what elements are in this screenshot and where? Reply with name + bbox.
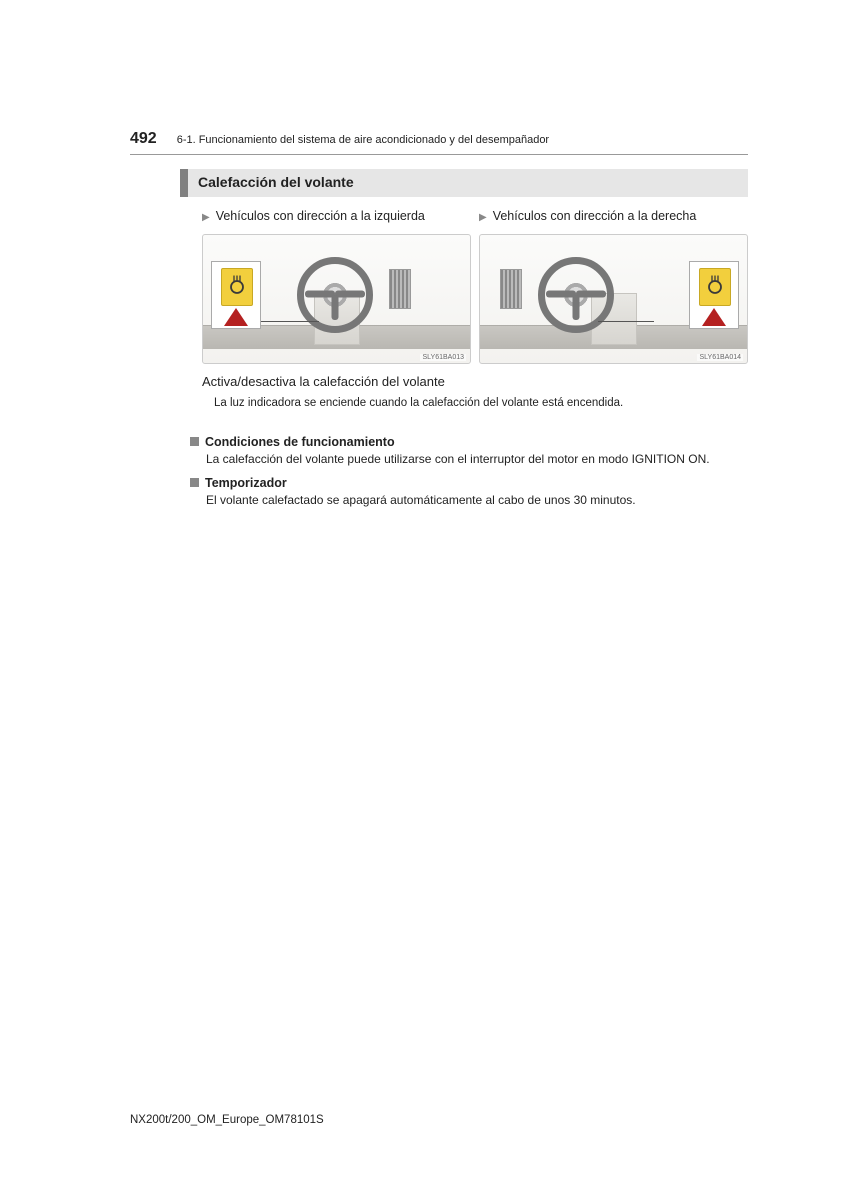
button-callout-left [211, 261, 261, 329]
pointer-arrow-icon [224, 308, 248, 326]
page-header: 492 6-1. Funcionamiento del sistema de a… [130, 130, 748, 148]
column-right-label: ▶ Vehículos con dirección a la derecha [479, 207, 748, 226]
header-divider [130, 154, 748, 155]
column-left-label: ▶ Vehículos con dirección a la izquierda [202, 207, 471, 226]
manual-page: 492 6-1. Funcionamiento del sistema de a… [0, 0, 848, 508]
chapter-title: 6-1. Funcionamiento del sistema de aire … [177, 134, 549, 146]
column-left-text: Vehículos con dirección a la izquierda [216, 207, 471, 226]
action-description: Activa/desactiva la calefacción del vola… [202, 374, 748, 389]
square-bullet-icon [190, 478, 199, 487]
column-left: ▶ Vehículos con dirección a la izquierda [202, 207, 471, 364]
heated-steering-button-icon [221, 268, 253, 306]
triangle-bullet-icon: ▶ [202, 207, 210, 226]
section-accent-bar [180, 169, 188, 197]
note-item: Condiciones de funcionamiento La calefac… [190, 435, 748, 468]
figure-columns: ▶ Vehículos con dirección a la izquierda [202, 207, 748, 364]
figure-code-right: SLY61BA014 [697, 354, 743, 361]
note-heading: Temporizador [190, 476, 748, 490]
notes-section: Condiciones de funcionamiento La calefac… [190, 435, 748, 509]
figure-left: SLY61BA013 [202, 234, 471, 364]
figure-right: SLY61BA014 [479, 234, 748, 364]
dashboard-illustration-left [203, 235, 470, 363]
page-number: 492 [130, 130, 157, 148]
pointer-arrow-icon [702, 308, 726, 326]
note-body: La calefacción del volante puede utiliza… [206, 451, 748, 468]
column-right: ▶ Vehículos con dirección a la derecha [479, 207, 748, 364]
document-footer: NX200t/200_OM_Europe_OM78101S [130, 1114, 324, 1126]
note-heading: Condiciones de funcionamiento [190, 435, 748, 449]
figure-code-left: SLY61BA013 [420, 354, 466, 361]
square-bullet-icon [190, 437, 199, 446]
section-header: Calefacción del volante [180, 169, 748, 197]
note-title: Condiciones de funcionamiento [205, 435, 395, 449]
triangle-bullet-icon: ▶ [479, 207, 487, 226]
note-title: Temporizador [205, 476, 287, 490]
note-body: El volante calefactado se apagará automá… [206, 492, 748, 509]
dashboard-illustration-right [480, 235, 747, 363]
action-subtext: La luz indicadora se enciende cuando la … [214, 397, 748, 409]
button-callout-right [689, 261, 739, 329]
heated-steering-button-icon [699, 268, 731, 306]
column-right-text: Vehículos con dirección a la derecha [493, 207, 748, 226]
section-title: Calefacción del volante [188, 169, 364, 197]
note-item: Temporizador El volante calefactado se a… [190, 476, 748, 509]
